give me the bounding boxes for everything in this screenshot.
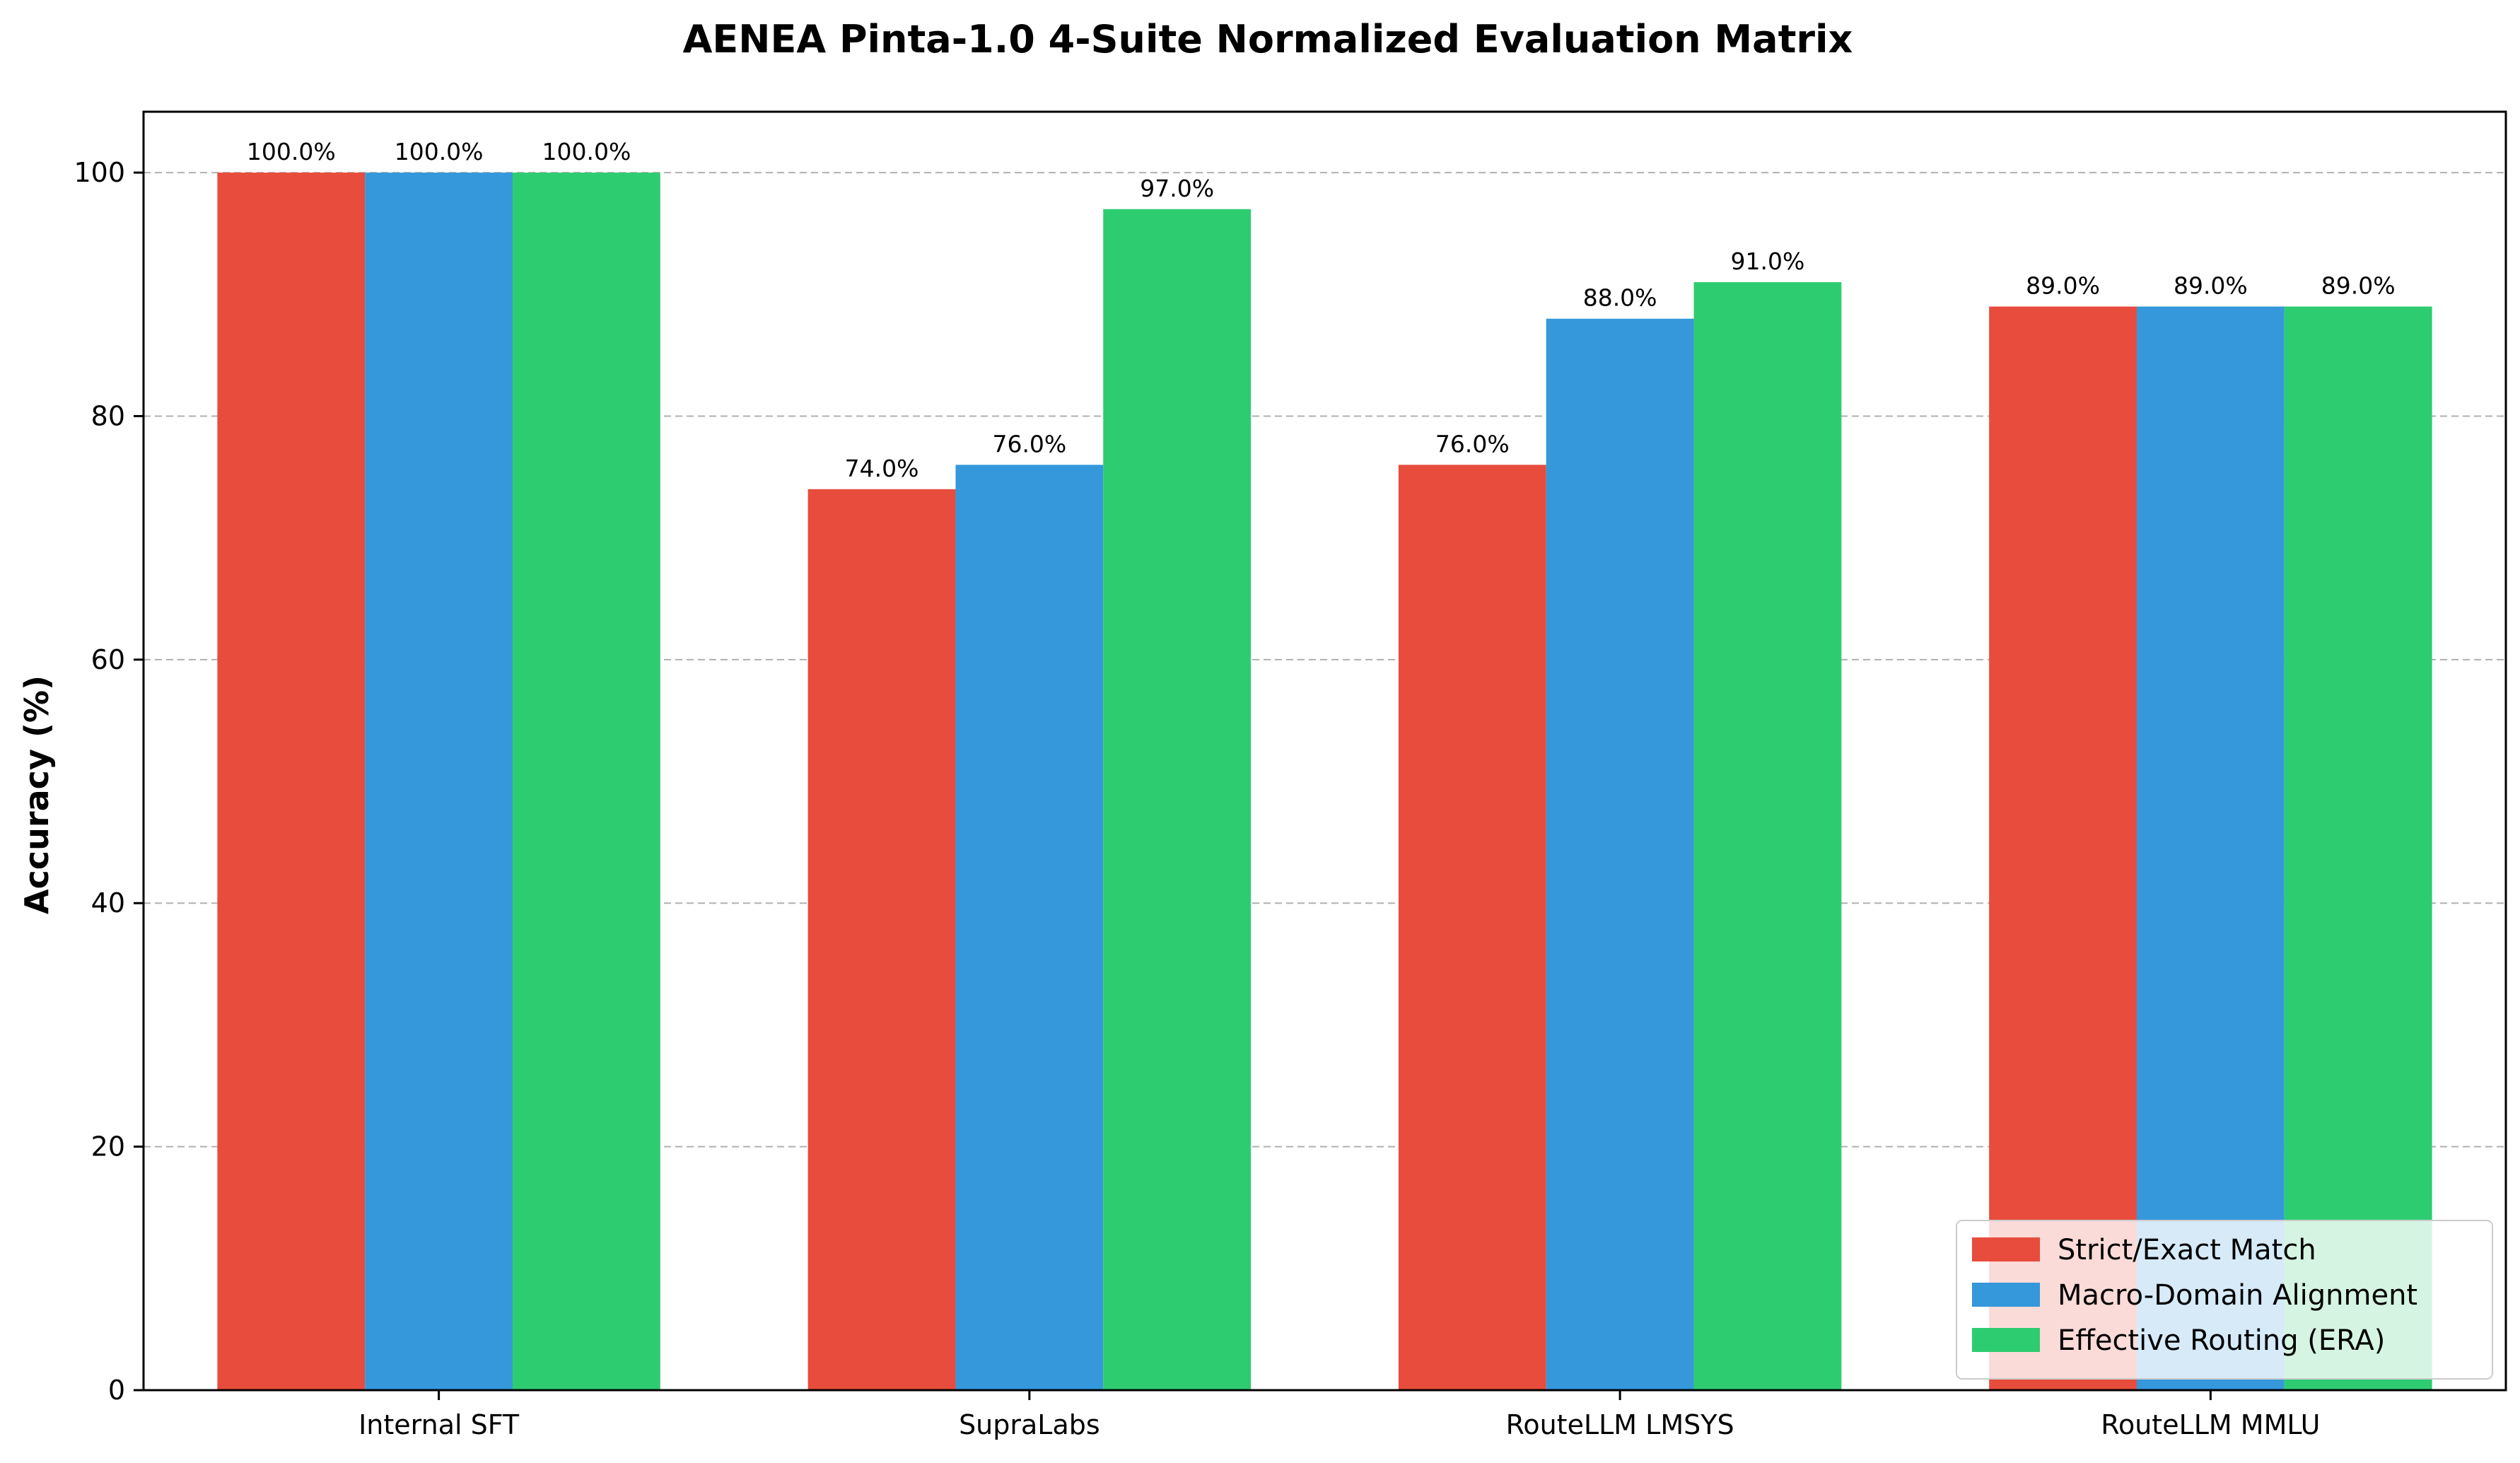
y-tick-label: 80 <box>91 400 125 431</box>
chart-title: AENEA Pinta-1.0 4-Suite Normalized Evalu… <box>683 17 1853 62</box>
x-tick-label: RouteLLM LMSYS <box>1506 1409 1734 1440</box>
legend: Strict/Exact Match Macro-Domain Alignment… <box>1956 1220 2493 1380</box>
bar-value-label: 76.0% <box>1435 430 1510 457</box>
bar-1-1 <box>955 465 1104 1391</box>
legend-label: Effective Routing (ERA) <box>2058 1324 2385 1357</box>
bar-value-label: 100.0% <box>395 138 484 165</box>
legend-label: Macro-Domain Alignment <box>2058 1279 2417 1312</box>
y-tick-label: 20 <box>91 1131 125 1162</box>
bar-1-3 <box>2136 306 2285 1390</box>
bar-1-0 <box>365 173 513 1391</box>
bar-labels: 100.0% 74.0% 76.0% 89.0% 100.0% 76.0% 88.0% 89.… <box>247 138 2396 482</box>
legend-box <box>1956 1220 2493 1380</box>
bars <box>217 173 2432 1391</box>
x-tick-label: RouteLLM MMLU <box>2101 1409 2320 1440</box>
bar-2-0 <box>513 173 660 1391</box>
y-axis-label: Accuracy (%) <box>18 675 56 914</box>
bar-1-2 <box>1546 318 1694 1390</box>
bar-value-label: 74.0% <box>845 455 919 482</box>
legend-swatch <box>1972 1283 2040 1307</box>
bar-value-label: 100.0% <box>247 138 336 165</box>
legend-swatch <box>1972 1328 2040 1352</box>
bar-value-label: 91.0% <box>1731 247 1805 275</box>
bar-0-0 <box>217 173 366 1391</box>
bar-value-label: 88.0% <box>1583 284 1657 312</box>
bar-0-1 <box>807 489 956 1390</box>
bar-value-label: 89.0% <box>2321 272 2396 300</box>
plot-frame <box>142 110 2507 1392</box>
bar-value-label: 89.0% <box>2174 272 2248 300</box>
y-tick-label: 60 <box>91 644 125 675</box>
legend-swatch <box>1972 1237 2040 1261</box>
bar-value-label: 100.0% <box>542 138 631 165</box>
bar-0-2 <box>1398 465 1546 1391</box>
bar-2-1 <box>1103 209 1252 1390</box>
y-tick-label: 40 <box>91 887 125 919</box>
axes: 0 20 40 60 80 100 Internal SFT SupraLabs RouteLL… <box>74 110 2507 1440</box>
bar-2-2 <box>1693 282 1842 1391</box>
y-tick-label: 100 <box>74 157 125 188</box>
bar-value-label: 76.0% <box>992 430 1066 457</box>
legend-label: Strict/Exact Match <box>2058 1234 2316 1266</box>
bar-value-label: 89.0% <box>2026 272 2100 300</box>
bar-2-3 <box>2284 306 2432 1390</box>
x-tick-label: Internal SFT <box>358 1409 520 1440</box>
bar-0-3 <box>1989 306 2137 1390</box>
y-tick-label: 0 <box>108 1375 125 1406</box>
bar-value-label: 97.0% <box>1140 175 1214 202</box>
x-tick-label: SupraLabs <box>959 1409 1100 1440</box>
